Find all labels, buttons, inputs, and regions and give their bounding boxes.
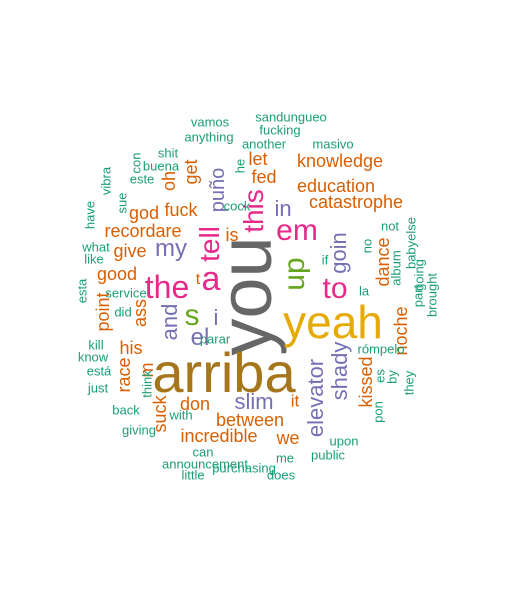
word-este: este <box>129 171 155 187</box>
word-ass: ass <box>130 298 150 328</box>
word-goin: goin <box>326 232 351 274</box>
word-fed: fed <box>251 167 277 187</box>
word-arriba: arriba <box>152 341 296 404</box>
word-vibra: vibra <box>98 166 114 196</box>
word-and: and <box>157 303 182 341</box>
word-think: think <box>139 370 155 398</box>
word-el: el <box>190 324 210 351</box>
word-can: can <box>192 444 214 460</box>
word-no: no <box>359 238 375 254</box>
word-a: a <box>201 260 221 298</box>
word-elevator: elevator <box>303 358 328 438</box>
word-know: know <box>77 349 109 365</box>
word-it: it <box>290 391 300 411</box>
word-sue: sue <box>114 192 130 214</box>
word-we: we <box>276 428 300 448</box>
word-cock: cock <box>223 198 251 214</box>
word-is: is <box>225 225 239 245</box>
word-give: give <box>113 241 147 261</box>
word-upon: upon <box>329 433 359 449</box>
word-fuck: fuck <box>164 200 198 220</box>
word-his: his <box>119 338 143 358</box>
word-if: if <box>321 252 329 268</box>
word-yeah: yeah <box>283 296 383 348</box>
word-giving: giving <box>122 422 156 438</box>
word-they: they <box>401 370 417 396</box>
word-does: does <box>266 467 296 483</box>
word-up: up <box>278 257 311 291</box>
word-tell: tell <box>194 226 225 262</box>
word-not: not <box>380 218 400 234</box>
word-masivo: masivo <box>312 136 354 152</box>
word-t: t <box>195 271 201 288</box>
word-back: back <box>112 402 140 418</box>
word-the: the <box>144 269 190 305</box>
word-like: like <box>84 251 104 267</box>
word-little: little <box>181 467 205 483</box>
word-public: public <box>311 447 345 463</box>
word-anything: anything <box>184 129 234 145</box>
word-sandungueo: sandungueo <box>255 109 327 125</box>
word-god: god <box>128 203 160 223</box>
word-album: album <box>388 250 404 286</box>
word-race: race <box>114 357 134 393</box>
word-s: s <box>184 299 200 332</box>
word-let: let <box>248 149 268 169</box>
word-knowledge: knowledge <box>296 151 384 171</box>
word-just: just <box>87 380 109 396</box>
word-by: by <box>384 370 400 384</box>
word-shit: shit <box>157 145 179 161</box>
word-to: to <box>322 272 348 305</box>
word-purchasing: purchasing <box>212 460 276 476</box>
word-pon: pon <box>370 401 386 423</box>
word-in: in <box>274 196 292 221</box>
word-esta: esta <box>74 278 90 304</box>
word-esta: está <box>86 363 112 379</box>
word-recordare: recordare <box>104 221 182 241</box>
word-don: don <box>179 394 211 414</box>
word-con: con <box>128 152 144 174</box>
word-announcement: announcement <box>161 456 249 472</box>
word-rompelo: rómpelo <box>357 341 405 357</box>
word-did: did <box>114 304 132 320</box>
word-he: he <box>232 158 248 174</box>
word-my: my <box>155 235 187 262</box>
word-brought: brought <box>424 272 440 318</box>
word-shady: shady <box>327 341 352 401</box>
word-what: what <box>82 239 110 255</box>
word-between: between <box>215 410 285 430</box>
word-fucking: fucking <box>259 122 301 138</box>
word-catastrophe: catastrophe <box>308 192 404 212</box>
word-buena: buena <box>142 158 180 174</box>
word-service: service <box>105 285 147 301</box>
word-education: education <box>296 176 376 196</box>
word-parar: parar <box>199 331 231 347</box>
word-vamos: vamos <box>190 114 230 130</box>
word-kill: kill <box>88 337 104 353</box>
word-with: with <box>169 407 193 423</box>
word-i: i <box>213 305 219 330</box>
word-slim: slim <box>234 389 274 414</box>
word-get: get <box>181 159 201 185</box>
word-la: la <box>358 283 370 299</box>
word-good: good <box>96 264 138 284</box>
word-another: another <box>241 136 287 152</box>
word-me: me <box>275 450 295 466</box>
word-have: have <box>82 200 98 230</box>
word-incredible: incredible <box>180 426 258 446</box>
word-em: em <box>276 214 318 247</box>
word-oh: oh <box>159 170 179 192</box>
